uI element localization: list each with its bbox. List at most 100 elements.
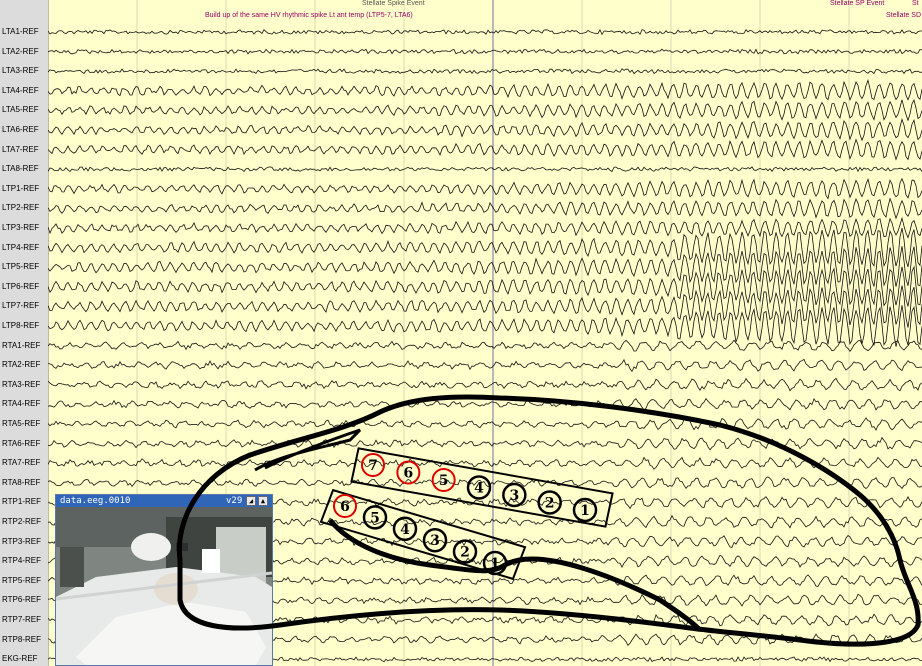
eeg-trace [48,177,922,200]
channel-label[interactable]: LTA4-REF [2,85,39,95]
channel-label[interactable]: LTP4-REF [2,242,40,252]
eeg-trace [48,29,922,36]
channel-label[interactable]: LTP1-REF [2,183,40,193]
channel-label[interactable]: RTP7-REF [2,615,41,624]
channel-label[interactable]: RTA4-REF [2,399,41,409]
channel-label[interactable]: LTP6-REF [2,281,40,291]
channel-label[interactable]: LTP5-REF [2,262,40,272]
electrode-contact [537,490,562,515]
temporal-lobe-outline [254,428,362,472]
electrode-number: 4 [474,481,484,497]
channel-label[interactable]: RTP1-REF [2,497,41,507]
channel-label[interactable]: LTA1-REF [2,27,39,36]
eeg-trace [48,339,922,353]
eeg-trace [48,216,922,239]
eeg-trace [48,99,922,122]
electrode-number: 2 [460,545,470,561]
electrode-number: 5 [370,510,380,526]
eeg-trace [48,246,922,287]
channel-label[interactable]: RTA3-REF [2,379,41,389]
eeg-trace [48,228,922,268]
channel-label[interactable]: LTA8-REF [2,164,39,174]
electrode-contact [452,539,478,564]
electrode-contact [466,475,492,500]
channel-label[interactable]: LTA3-REF [2,66,39,76]
electrode-number: 4 [400,522,410,538]
channel-label[interactable]: RTP6-REF [2,595,41,605]
event-marker-top-right[interactable]: Stellate SP Event [830,0,885,7]
electrode-strip-lower: 6 5 4 3 2 1 [319,488,527,581]
eeg-trace [48,138,922,161]
eeg-trace [48,197,922,220]
channel-label[interactable]: RTP3-REF [2,536,41,546]
channel-label[interactable]: LTP7-REF [2,301,40,311]
electrode-number: 6 [340,499,350,515]
electrode-contact [431,468,456,492]
electrode-number: 5 [439,473,449,489]
channel-label[interactable]: RTA5-REF [2,419,41,428]
event-marker-top-center[interactable]: Stellate Spike Event [362,0,425,7]
channel-label[interactable]: LTP8-REF [2,321,40,330]
channel-label[interactable]: RTA2-REF [2,360,41,370]
buildup-annotation[interactable]: Build up of the same HV rhythmic spike L… [205,12,413,19]
patient-video-image [56,507,272,665]
brain-outline [176,394,921,647]
electrode-number: 7 [368,458,378,474]
electrode-contact [392,516,418,542]
eeg-trace [48,377,922,392]
channel-label[interactable]: RTP5-REF [2,575,41,585]
eeg-trace [48,265,922,307]
channel-label[interactable]: LTA7-REF [2,144,39,154]
eeg-trace [48,68,922,75]
electrode-contact [422,527,448,553]
channel-label[interactable]: RTA7-REF [2,458,41,468]
electrode-number: 6 [403,466,413,482]
channel-label[interactable]: RTP4-REF [2,556,41,566]
channel-label[interactable]: LTP3-REF [2,223,40,232]
electrode-contact [333,494,357,518]
eeg-trace [48,456,922,470]
eeg-trace [48,476,922,490]
channel-label[interactable]: RTA6-REF [2,438,41,448]
channel-label-column: LTA1-REF LTA2-REF LTA3-REF LTA4-REF LTA5-REF… [0,0,49,666]
electrode-number: 1 [490,556,500,572]
electrode-contact [361,453,385,477]
eeg-trace [48,397,922,411]
electrode-contact [502,482,527,508]
channel-label[interactable]: RTA1-REF [2,340,41,350]
eeg-trace [48,118,922,142]
channel-label[interactable]: LTP2-REF [2,203,40,213]
electrode-strip-upper: 7 6 5 4 3 2 1 [350,447,614,528]
eeg-trace [48,78,922,102]
channel-label[interactable]: LTA2-REF [2,46,39,56]
channel-label[interactable]: RTP8-REF [2,634,41,644]
event-marker-top-right-end[interactable]: St [912,0,919,7]
eeg-trace [48,358,922,373]
channel-label[interactable]: RTA8-REF [2,477,41,487]
video-title: data.eeg.0010 [60,496,131,506]
video-title-bar[interactable]: data.eeg.0010 v29 ◢ ▲ [56,495,272,507]
channel-label[interactable]: LTA6-REF [2,125,39,134]
eeg-trace [48,417,922,431]
resize-icon[interactable]: ◢ [246,496,256,506]
video-version: v29 [226,496,243,506]
video-window[interactable]: data.eeg.0010 v29 ◢ ▲ [55,494,273,666]
eeg-trace [48,166,922,173]
electrode-strip-outline [350,447,614,528]
channel-label[interactable]: RTP2-REF [2,517,41,526]
scroll-up-icon[interactable]: ▲ [258,496,268,506]
channel-label[interactable]: LTA5-REF [2,105,39,115]
electrode-contact [362,505,388,530]
electrode-contact [396,460,421,485]
stellate-annotation[interactable]: Stellate SD [886,12,922,19]
channel-label[interactable]: EKG-REF [2,654,38,664]
eeg-trace [48,305,922,347]
eeg-trace [48,48,922,55]
electrode-number: 3 [430,533,440,549]
electrode-number: 3 [509,488,519,504]
eeg-trace [48,285,922,328]
electrode-contact [482,550,508,576]
electrode-number: 2 [545,496,555,512]
